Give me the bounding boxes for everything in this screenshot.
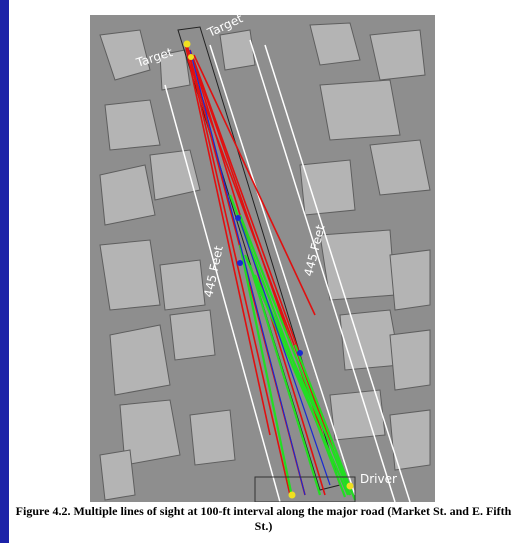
figure-caption: Figure 4.2. Multiple lines of sight at 1…	[9, 504, 518, 534]
slide: Target Target 445 Feet 445 Feet Driver F…	[0, 0, 518, 543]
driver-label: Driver	[360, 472, 397, 486]
line-of-sight-figure: Target Target 445 Feet 445 Feet Driver	[90, 15, 435, 502]
content-panel: Target Target 445 Feet 445 Feet Driver F…	[9, 0, 518, 543]
